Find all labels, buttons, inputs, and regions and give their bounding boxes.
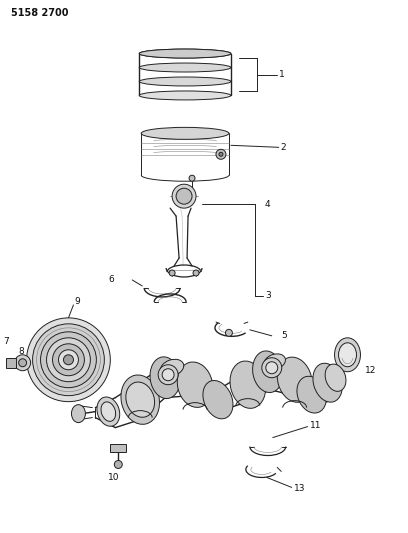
Text: 12: 12 [366,366,377,375]
Ellipse shape [339,343,357,367]
Circle shape [216,149,226,159]
Text: 9: 9 [74,297,80,306]
Text: 8: 8 [19,348,24,356]
Ellipse shape [97,397,120,426]
Circle shape [266,362,278,374]
Circle shape [193,270,199,276]
Ellipse shape [141,127,229,139]
Ellipse shape [253,351,283,392]
Ellipse shape [203,381,233,419]
Ellipse shape [277,357,312,402]
Ellipse shape [126,382,155,417]
Ellipse shape [139,91,231,100]
Text: 1: 1 [279,70,284,79]
Circle shape [40,332,96,387]
Text: 5: 5 [282,332,288,340]
Circle shape [27,318,110,402]
Ellipse shape [139,49,231,58]
Circle shape [176,188,192,204]
Text: 4: 4 [265,200,271,208]
Ellipse shape [264,354,286,369]
Ellipse shape [139,49,231,58]
Ellipse shape [335,338,360,372]
Circle shape [158,365,178,385]
Circle shape [19,359,27,367]
Ellipse shape [71,405,85,423]
Text: 5158 2700: 5158 2700 [11,7,68,18]
Text: 10: 10 [108,473,119,482]
Circle shape [53,344,84,376]
Ellipse shape [297,376,326,413]
Ellipse shape [177,362,213,407]
Text: 2: 2 [281,143,286,152]
Circle shape [172,184,196,208]
Circle shape [114,461,122,469]
FancyBboxPatch shape [6,358,16,368]
Text: 11: 11 [310,421,321,430]
Circle shape [15,355,31,371]
Circle shape [219,152,223,156]
Ellipse shape [139,77,231,86]
Text: 13: 13 [294,484,305,493]
Ellipse shape [121,375,160,424]
Ellipse shape [101,402,115,422]
Ellipse shape [230,361,266,408]
Ellipse shape [160,359,184,376]
Circle shape [33,324,104,395]
Ellipse shape [139,63,231,72]
Circle shape [169,270,175,276]
Text: 7: 7 [4,337,9,346]
FancyBboxPatch shape [110,443,126,451]
Ellipse shape [150,357,180,399]
Circle shape [189,175,195,181]
Circle shape [64,355,73,365]
Circle shape [226,329,233,336]
Circle shape [262,358,282,378]
Circle shape [47,338,91,382]
Circle shape [162,369,174,381]
Ellipse shape [313,364,342,402]
Ellipse shape [325,364,346,391]
Circle shape [58,350,78,370]
Text: 6: 6 [109,276,114,285]
Text: 3: 3 [265,292,271,301]
